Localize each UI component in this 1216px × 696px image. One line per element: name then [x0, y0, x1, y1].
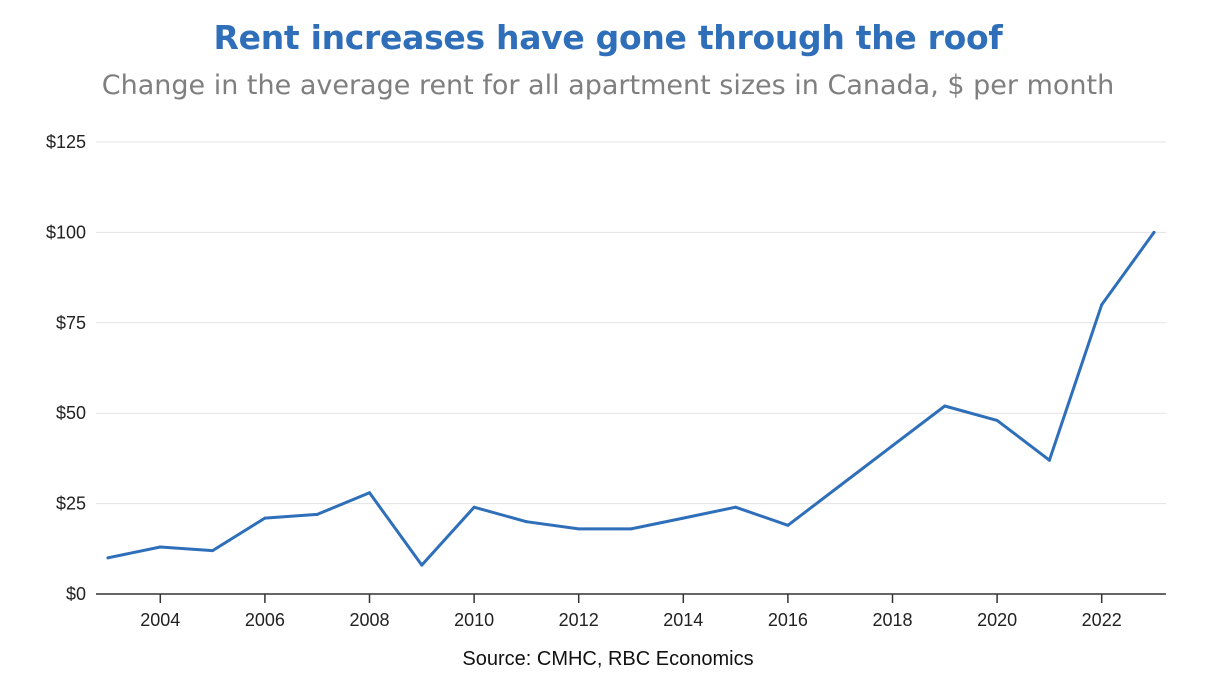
data-point — [786, 523, 790, 527]
data-point — [891, 444, 894, 448]
data-point — [681, 516, 685, 520]
chart-source: Source: CMHC, RBC Economics — [462, 648, 754, 670]
data-point — [315, 512, 319, 516]
x-tick-label: 2018 — [872, 610, 912, 630]
data-point — [211, 549, 215, 553]
series-group — [106, 230, 1156, 567]
data-point — [524, 520, 528, 524]
x-tick-label: 2010 — [454, 610, 494, 630]
x-tick-label: 2020 — [977, 610, 1017, 630]
x-tick-label: 2006 — [245, 610, 285, 630]
data-point — [158, 545, 162, 549]
y-tick-label: $100 — [46, 222, 86, 242]
data-point — [629, 527, 633, 531]
y-tick-label: $0 — [66, 584, 86, 604]
data-point — [420, 563, 424, 567]
series-line — [106, 230, 1156, 567]
x-tick-label: 2022 — [1082, 610, 1122, 630]
x-tick-label: 2004 — [140, 610, 180, 630]
data-point — [106, 556, 110, 560]
chart-title: Rent increases have gone through the roo… — [213, 18, 1003, 57]
y-axis: $0 $25 $50 $75 $100 $125 — [46, 132, 86, 604]
data-point — [472, 505, 476, 509]
data-point — [1100, 303, 1104, 307]
data-point — [1047, 458, 1051, 462]
chart-subtitle: Change in the average rent for all apart… — [101, 70, 1115, 101]
data-point — [943, 404, 947, 408]
y-tick-label: $75 — [56, 313, 86, 333]
data-point — [263, 516, 267, 520]
y-tick-label: $25 — [56, 494, 86, 514]
x-tick-label: 2012 — [559, 610, 599, 630]
x-tick-label: 2014 — [663, 610, 703, 630]
data-point — [734, 505, 738, 509]
data-point — [995, 418, 999, 422]
y-tick-label: $50 — [56, 403, 86, 423]
data-point — [577, 527, 581, 531]
data-point — [368, 491, 371, 495]
data-point — [1152, 230, 1156, 234]
x-tick-label: 2008 — [349, 610, 389, 630]
x-axis: 2004 2006 2008 2010 2012 2014 2016 2018 2020 2022 — [96, 593, 1166, 630]
gridlines — [96, 141, 1166, 505]
data-point — [838, 484, 842, 488]
y-tick-label: $125 — [46, 132, 86, 152]
x-tick-label: 2016 — [768, 610, 808, 630]
